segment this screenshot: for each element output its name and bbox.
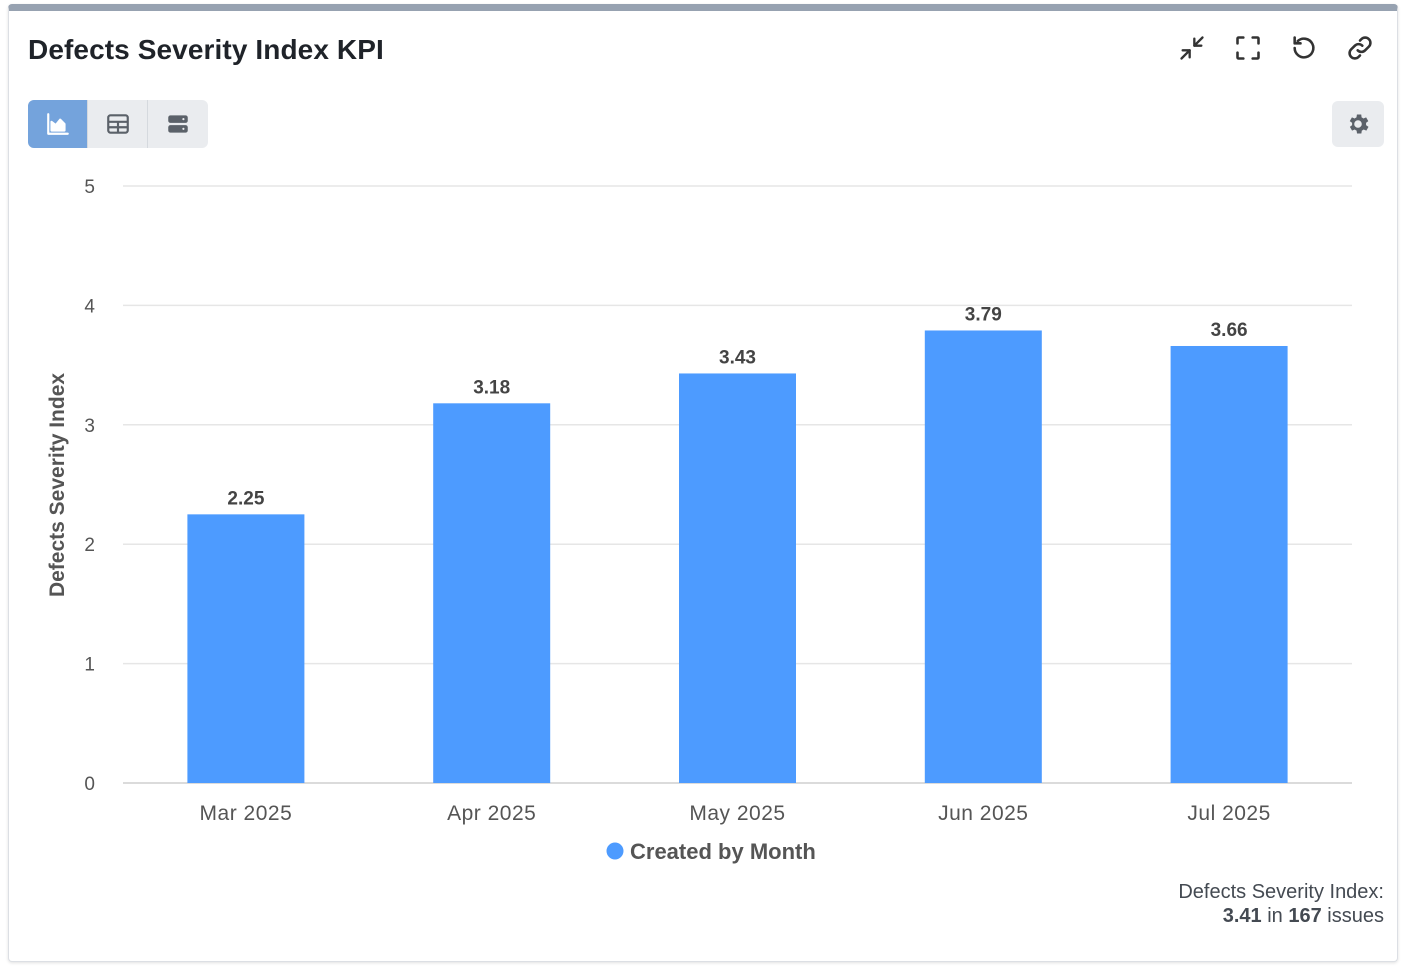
x-tick-label: Jun 2025 [938,802,1028,825]
y-tick-label: 3 [84,416,95,437]
gear-icon [1349,114,1369,134]
fullscreen-icon [1236,36,1260,60]
table-icon [106,114,129,134]
bar[interactable] [924,330,1042,783]
y-tick-label: 0 [84,774,95,795]
link-button[interactable] [1346,34,1374,62]
page-title: Defects Severity Index KPI [28,34,384,65]
card-toolbar [1178,34,1374,62]
refresh-icon [1293,36,1315,59]
table-view-button[interactable] [88,100,148,148]
x-tick-label: Apr 2025 [447,802,536,825]
bar[interactable] [1170,345,1288,783]
collapse-button[interactable] [1178,34,1206,62]
kpi-summary: Defects Severity Index: 3.41 in 167 issu… [1178,880,1384,928]
list-view-button[interactable] [148,100,208,148]
bar[interactable] [679,373,796,783]
legend-marker [606,842,624,860]
refresh-button[interactable] [1290,34,1318,62]
fullscreen-button[interactable] [1234,34,1262,62]
kpi-summary-count: 167 [1288,905,1322,927]
data-label: 2.25 [227,488,264,509]
link-icon [1348,36,1372,60]
list-icon [168,115,188,133]
y-tick-label: 5 [84,177,95,198]
kpi-summary-values: 3.41 in 167 issues [1178,904,1384,928]
collapse-icon [1180,36,1204,60]
data-label: 3.66 [1211,320,1248,341]
settings-button[interactable] [1332,101,1384,147]
chart-view-button[interactable] [28,100,88,148]
data-label: 3.79 [965,304,1002,325]
bar[interactable] [433,403,551,783]
kpi-summary-unit: issues [1327,905,1384,927]
data-label: 3.18 [473,377,510,398]
y-axis-title: Defects Severity Index [46,373,69,597]
legend[interactable]: Created by Month [606,839,816,864]
data-label: 3.43 [719,347,756,368]
y-tick-label: 1 [84,655,95,676]
x-tick-label: Jul 2025 [1187,802,1270,825]
view-toggle [28,100,208,148]
kpi-summary-label: Defects Severity Index: [1178,881,1384,903]
legend-label: Created by Month [630,839,816,864]
chart-icon [46,113,69,135]
bar[interactable] [187,514,305,783]
x-tick-label: May 2025 [689,802,785,825]
y-tick-label: 2 [84,535,95,556]
kpi-summary-value: 3.41 [1222,905,1262,927]
kpi-summary-connector: in [1267,905,1283,927]
x-tick-label: Mar 2025 [200,802,293,825]
y-tick-label: 4 [84,296,95,317]
